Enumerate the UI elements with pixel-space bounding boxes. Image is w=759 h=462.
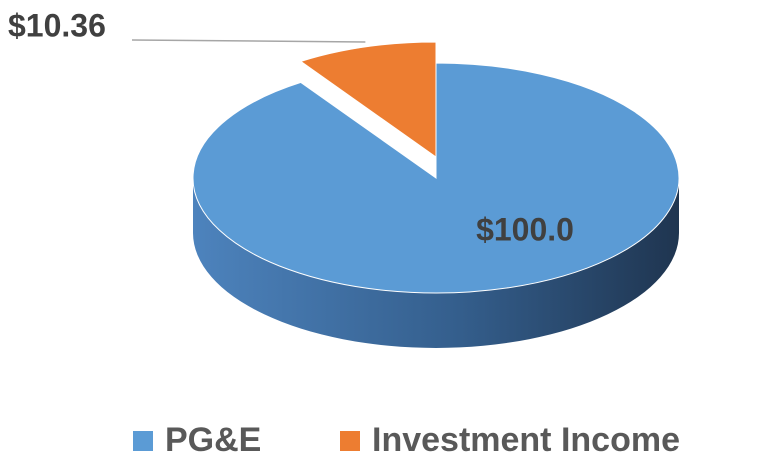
data-label: $100.0 [476,211,574,247]
legend-label: Investment Income [372,421,680,459]
leader-line [131,39,366,43]
pie-slice [299,41,437,158]
pie-slice [192,62,680,294]
pie-side [193,178,679,348]
legend-swatch [133,431,153,451]
legend-label: PG&E [165,421,261,459]
data-label: $10.36 [8,7,106,43]
legend-swatch [340,431,360,451]
